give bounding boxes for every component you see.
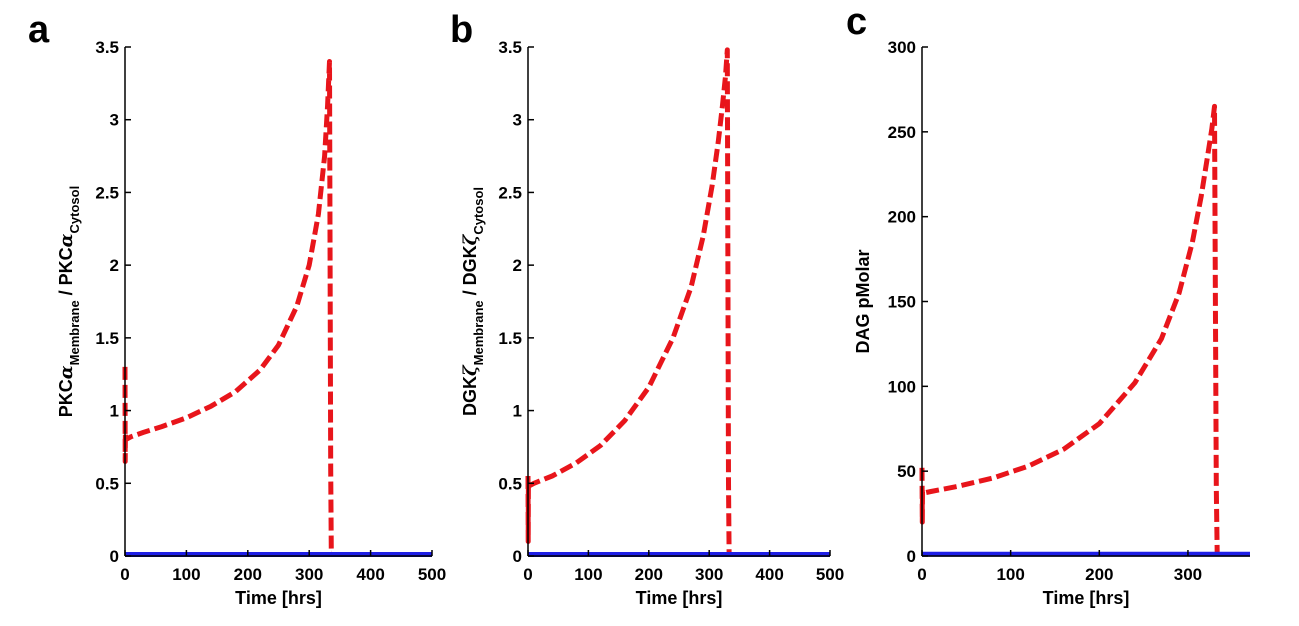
y-tick-label: 0 (513, 547, 522, 566)
y-axis-label-part: Cytosol (67, 186, 82, 234)
y-tick-label: 200 (888, 208, 916, 227)
x-axis-label: Time [hrs] (1043, 588, 1130, 608)
y-axis-label-part: ζ (460, 233, 481, 245)
y-axis-label: PKCαMembrane / PKCαCytosol (56, 186, 82, 417)
y-tick-label: 2.5 (498, 183, 522, 202)
x-tick-label: 300 (695, 565, 723, 584)
y-axis-label: DAG pMolar (853, 249, 873, 353)
x-tick-label: 200 (635, 565, 663, 584)
x-tick-label: 0 (120, 565, 129, 584)
y-axis-label: DGKζMembrane / DGKζCytosol (460, 187, 486, 416)
y-axis-label-part: ζ (460, 364, 481, 376)
y-axis-label-part: Membrane (67, 300, 82, 365)
y-axis-label-part: DGK (460, 376, 480, 416)
y-axis-label-part: Cytosol (471, 187, 486, 235)
x-tick-label: 0 (523, 565, 532, 584)
panel-b: b 0 0.5 1 1.5 2 2.5 3 3.5 0 100 200 300 400 500 Time [h… (450, 9, 844, 608)
x-tick-label: 500 (816, 565, 844, 584)
y-tick-label: 1.5 (95, 329, 119, 348)
y-tick-label: 1 (513, 402, 522, 421)
y-tick-label: 1 (110, 402, 119, 421)
y-tick-label: 150 (888, 293, 916, 312)
x-axis-label: Time [hrs] (636, 588, 723, 608)
y-tick-label: 3 (513, 111, 522, 130)
y-tick-label: 2 (513, 256, 522, 275)
y-tick-label: 3.5 (95, 38, 119, 57)
y-tick-label: 100 (888, 377, 916, 396)
y-tick-label: 1.5 (498, 329, 522, 348)
x-tick-label: 200 (1085, 565, 1113, 584)
y-tick-label: 2 (110, 256, 119, 275)
series-line-dashed (919, 103, 1220, 555)
x-tick-label: 300 (1174, 565, 1202, 584)
y-axis-label-part: α (56, 365, 77, 379)
y-axis-label-part: / PKC (56, 247, 76, 300)
x-tick-label: 100 (172, 565, 200, 584)
y-tick-label: 3.5 (498, 38, 522, 57)
x-tick-label: 100 (574, 565, 602, 584)
y-tick-label: 0 (110, 547, 119, 566)
x-tick-label: 400 (755, 565, 783, 584)
x-tick-label: 300 (295, 565, 323, 584)
y-tick-label: 0.5 (498, 474, 522, 493)
x-tick-label: 200 (234, 565, 262, 584)
x-tick-label: 0 (917, 565, 926, 584)
x-tick-label: 500 (418, 565, 446, 584)
y-axis-label-part: α (56, 233, 77, 247)
x-axis-label: Time [hrs] (235, 588, 322, 608)
y-tick-label: 0 (907, 547, 916, 566)
panel-c: c 0 50 100 150 200 250 300 0 100 200 300 Time [hrs] D… (846, 1, 1250, 608)
series-line-dashed (525, 47, 732, 554)
y-tick-label: 2.5 (95, 183, 119, 202)
panel-letter: a (28, 9, 50, 51)
y-tick-label: 0.5 (95, 474, 119, 493)
panel-letter: c (846, 1, 867, 43)
panel-letter: b (450, 9, 473, 51)
y-tick-label: 50 (897, 462, 916, 481)
y-axis-label-part: / DGK (460, 245, 480, 300)
y-tick-label: 3 (110, 111, 119, 130)
panel-a: a 0 0.5 1 1.5 2 2.5 3 3.5 0 100 200 300 400 500 Time [h… (28, 9, 446, 608)
x-tick-label: 400 (356, 565, 384, 584)
series-line-dashed (122, 59, 334, 556)
y-tick-label: 250 (888, 123, 916, 142)
y-axis-label-part: PKC (56, 379, 76, 417)
x-tick-label: 100 (996, 565, 1024, 584)
y-axis-label-part: Membrane (471, 300, 486, 365)
y-tick-label: 300 (888, 38, 916, 57)
